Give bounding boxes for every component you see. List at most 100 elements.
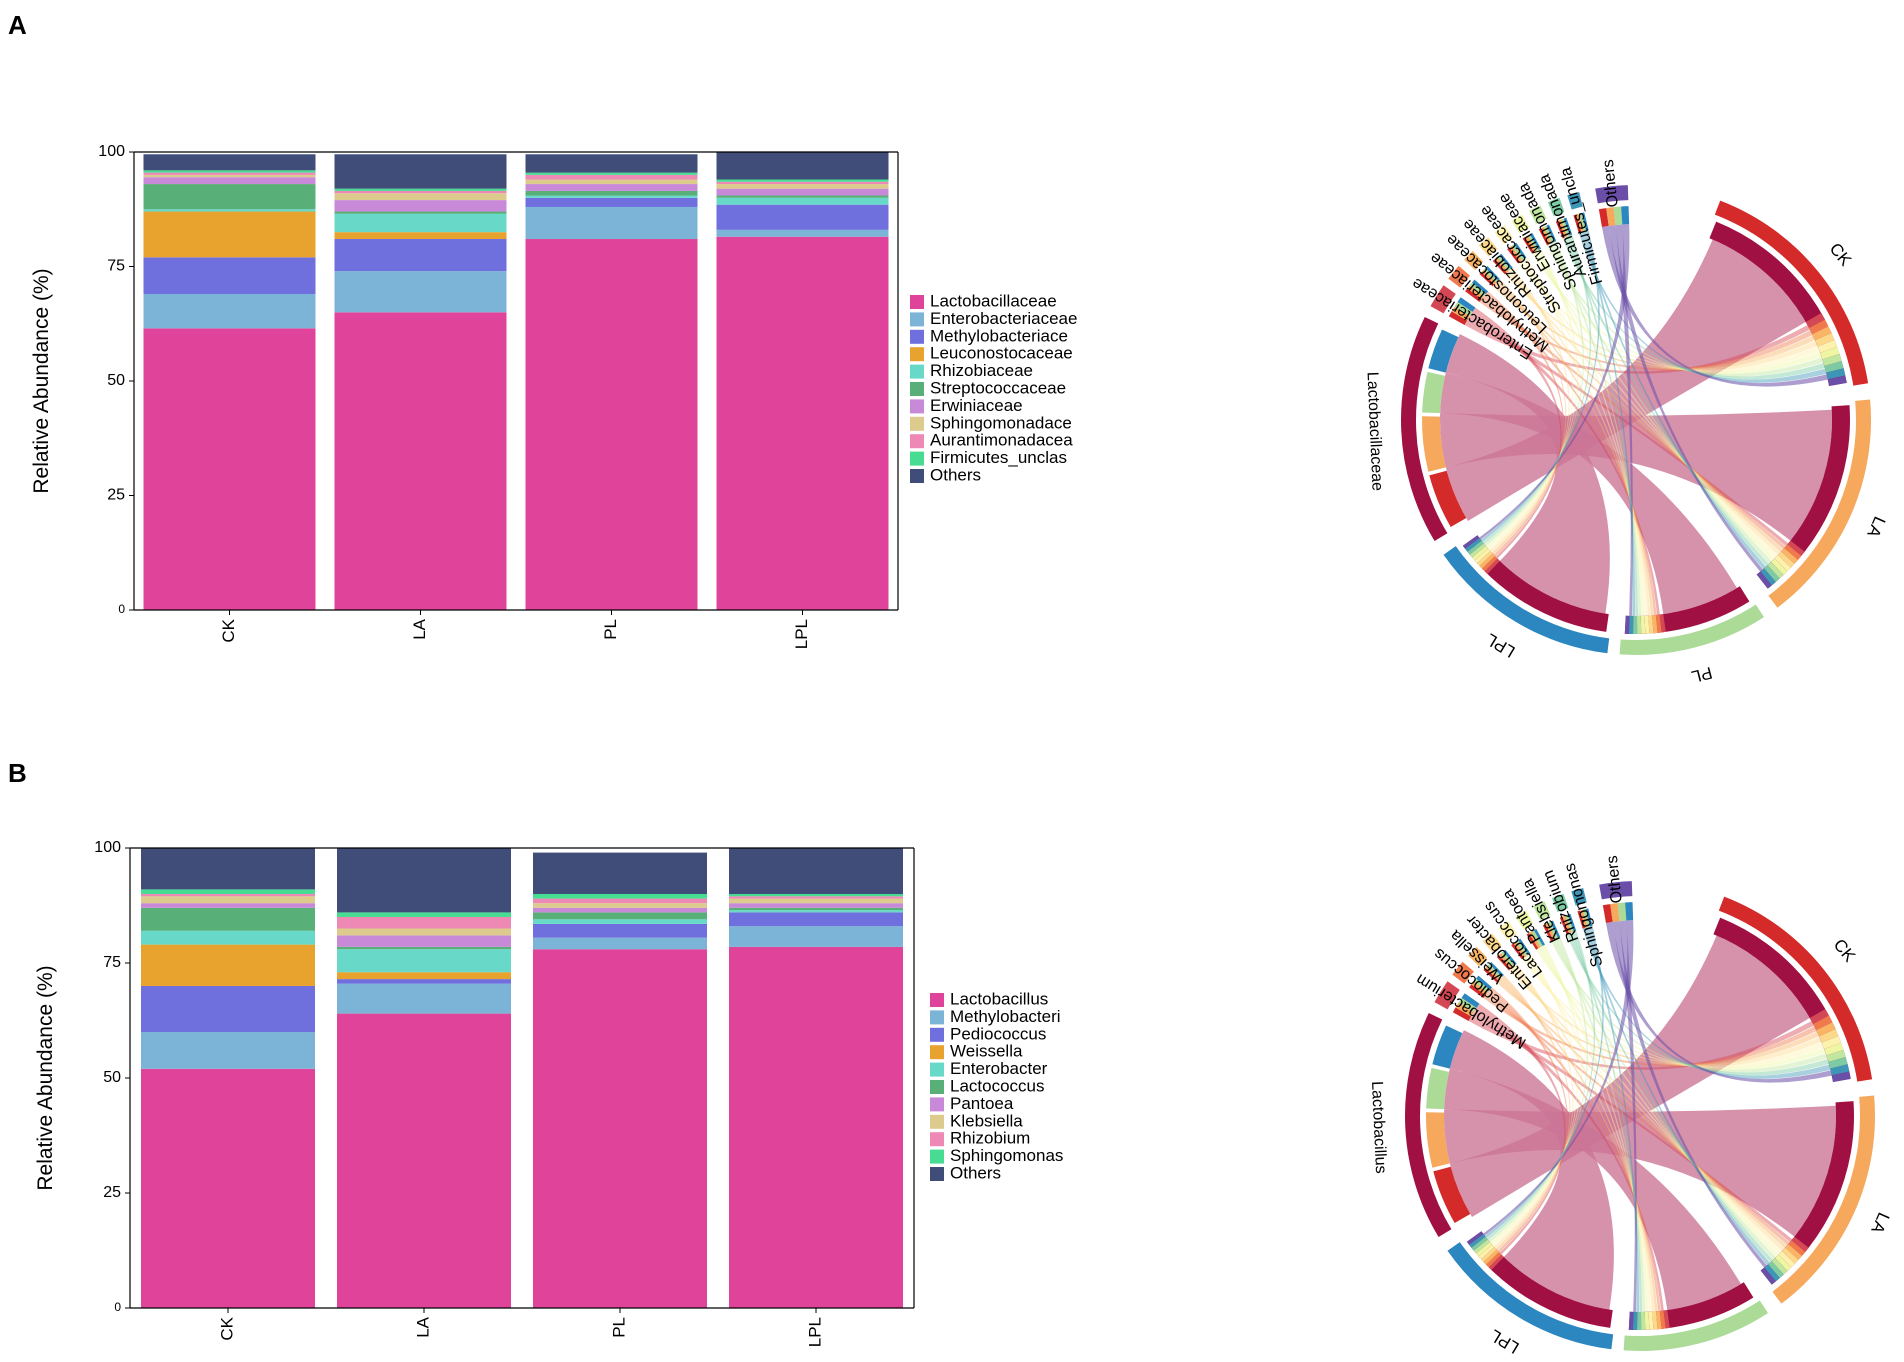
legend-swatch-klebsiella: [930, 1114, 944, 1129]
taxon-inner-segment-lactococcus-0: [1511, 943, 1525, 960]
sample-outer-arc-pl: [1619, 604, 1764, 656]
taxon-inner-segment-klebsiella-0: [1542, 924, 1554, 942]
taxon-inner-segment-rhizobium-0: [1559, 916, 1569, 935]
taxon-outer-arc-aurantimonadaceae: [1547, 197, 1565, 217]
taxon-inner-segment-firmicutes-unclassified-1: [1576, 213, 1584, 232]
taxon-inner-segment-klebsiella-2: [1547, 921, 1558, 940]
sample-inner-arc-lpl: [1466, 1231, 1613, 1328]
chord-ribbon-pediococcus-lpl: [1489, 987, 1568, 1253]
legend-label-methylobacteriaceae: Methylobacteriace: [930, 326, 1068, 345]
bar-segment-pantoea-la: [337, 935, 511, 947]
sample-inner-segment-ck-6: [1820, 346, 1840, 360]
bar-segment-lactobacillaceae-ck: [143, 328, 316, 610]
x-tick-label-ck: CK: [217, 1316, 236, 1340]
bar-segment-erwiniaceae-ck: [143, 177, 316, 185]
legend-swatch-pediococcus: [930, 1027, 944, 1042]
taxon-outer-arc-streptococcaceae: [1494, 225, 1513, 245]
sample-outer-arc-la: [1768, 399, 1871, 608]
sample-inner-segment-lpl-2: [1482, 556, 1498, 572]
taxon-inner-segment-rhizobium-2: [1565, 914, 1574, 933]
bar-segment-enterobacteriaceae-ck: [143, 293, 316, 329]
legend-swatch-erwiniaceae: [910, 399, 924, 414]
panel-label-a: A: [8, 10, 27, 40]
bar-segment-others-lpl: [716, 152, 889, 180]
bar-segment-klebsiella-ck: [141, 896, 315, 904]
sample-inner-segment-pl-5: [1648, 1311, 1654, 1330]
sample-inner-segment-lpl-9: [1465, 537, 1482, 552]
bar-segment-rhizobiaceae-la: [334, 213, 507, 233]
taxon-inner-segment-pantoea-0: [1526, 933, 1539, 950]
sample-inner-segment-la-10: [1760, 1267, 1776, 1285]
bar-segment-lactococcus-la: [337, 946, 511, 950]
taxon-inner-segment-firmicutes-unclassified-3: [1581, 212, 1589, 231]
bar-segment-methylobacterium-pl: [533, 937, 707, 950]
sample-inner-segment-lpl-4: [1476, 551, 1493, 566]
taxon-inner-segment-sphingomonadaceae-0: [1538, 228, 1550, 246]
taxon-outer-arc-others: [1595, 185, 1629, 204]
taxon-outer-arc-enterobacteriaceae: [1430, 285, 1456, 314]
sample-inner-segment-ck-10: [1831, 1071, 1851, 1082]
bar-segment-aurantimonadaceae-lpl: [716, 181, 889, 185]
legend-swatch-lactobacillaceae: [910, 295, 924, 309]
bar-segment-streptococcaceae-lpl: [716, 195, 889, 198]
y-tick-label-75: 75: [107, 258, 125, 275]
taxon-outer-arc-lactococcus: [1498, 921, 1517, 941]
legend-swatch-streptococcaceae: [910, 382, 924, 396]
legend-swatch-sphingomonadaceae: [910, 416, 924, 431]
chord-sample-label-ck: CK: [1826, 239, 1856, 270]
sample-inner-segment-la-4: [1777, 551, 1795, 568]
taxon-inner-segment-rhizobiaceae-0: [1492, 259, 1507, 275]
taxon-inner-segment-pediococcus-0: [1469, 984, 1486, 999]
legend-swatch-weissella: [930, 1045, 944, 1060]
sample-inner-segment-pl-10: [1628, 1311, 1634, 1330]
bar-chart-b: CK LA PL LPL 0 25 50 75 100 Relative Abundance (%…: [34, 839, 1063, 1347]
legend-label-sphingomonas: Sphingomonas: [950, 1146, 1063, 1165]
bar-segment-methylobacterium-la: [337, 983, 511, 1014]
bar-segment-others-ck: [143, 154, 316, 171]
y-axis-title: Relative Abundance (%): [34, 965, 57, 1190]
bar-segment-rhizobium-pl: [533, 898, 707, 904]
chord-ribbon-enterobacteriaceae-lpl: [1472, 307, 1562, 559]
chord-ribbon-lactobacillaceae-pl: [1440, 372, 1737, 615]
taxon-inner-segment-leuconostocaceae-3: [1485, 266, 1500, 281]
taxon-outer-arc-enterobacter: [1482, 933, 1502, 953]
bar-segment-pantoea-pl: [533, 907, 707, 913]
bar-segment-rhizobium-ck: [141, 894, 315, 897]
taxon-inner-segment-streptococcaceae-3: [1514, 242, 1527, 259]
sample-inner-segment-ck-7: [1826, 1049, 1846, 1062]
chord-ribbon-rhizobium-lpl: [1486, 930, 1596, 1241]
taxon-inner-segment-weissella-1: [1485, 966, 1501, 981]
sample-inner-segment-la-6: [1775, 1254, 1792, 1271]
taxon-inner-segment-enterobacter-2: [1501, 951, 1515, 967]
taxon-inner-segment-streptococcaceae-0: [1507, 247, 1521, 264]
taxon-inner-segment-enterobacter-1: [1498, 953, 1513, 969]
bar-segment-others-ck: [141, 848, 315, 890]
sample-inner-segment-ck-8: [1824, 361, 1844, 373]
taxon-inner-segment-sphingomonadaceae-1: [1541, 226, 1552, 245]
taxon-inner-segment-pantoea-3: [1533, 928, 1545, 946]
legend-label-weissella: Weissella: [950, 1042, 1023, 1061]
sample-inner-segment-la-8: [1768, 1261, 1784, 1278]
legend-swatch-firmicutes-unclassified: [910, 451, 924, 466]
bar-segment-sphingomonas-ck: [141, 889, 315, 894]
bar-segment-lactococcus-pl: [533, 912, 707, 920]
taxon-inner-segment-weissella-3: [1489, 962, 1504, 977]
sample-outer-arc-lpl: [1443, 546, 1610, 654]
legend-label-others: Others: [930, 465, 981, 484]
taxon-outer-arc-lactobacillus: [1405, 1012, 1452, 1238]
taxon-inner-segment-pantoea-2: [1531, 930, 1543, 948]
taxon-outer-arc-methylobacteriaceae: [1448, 265, 1470, 288]
sample-inner-segment-lpl-5: [1478, 1244, 1495, 1260]
sample-outer-arc-pl: [1623, 1300, 1768, 1351]
bar-segment-klebsiella-la: [337, 928, 511, 936]
sample-inner-segment-pl-3: [1652, 614, 1658, 634]
bar-segment-lactobacillus-lpl: [729, 946, 903, 1308]
sample-inner-segment-la-3: [1781, 548, 1798, 564]
sample-inner-segment-pl-2: [1655, 614, 1662, 633]
y-tick-label-50: 50: [103, 1069, 121, 1086]
sample-inner-segment-la-5: [1774, 555, 1791, 572]
sample-inner-segment-lpl-9: [1469, 1233, 1486, 1248]
y-tick-label-75: 75: [103, 954, 121, 971]
chord-ribbon-erwiniaceae-ck: [1532, 252, 1822, 375]
taxon-inner-segment-rhizobiaceae-3: [1499, 253, 1513, 270]
